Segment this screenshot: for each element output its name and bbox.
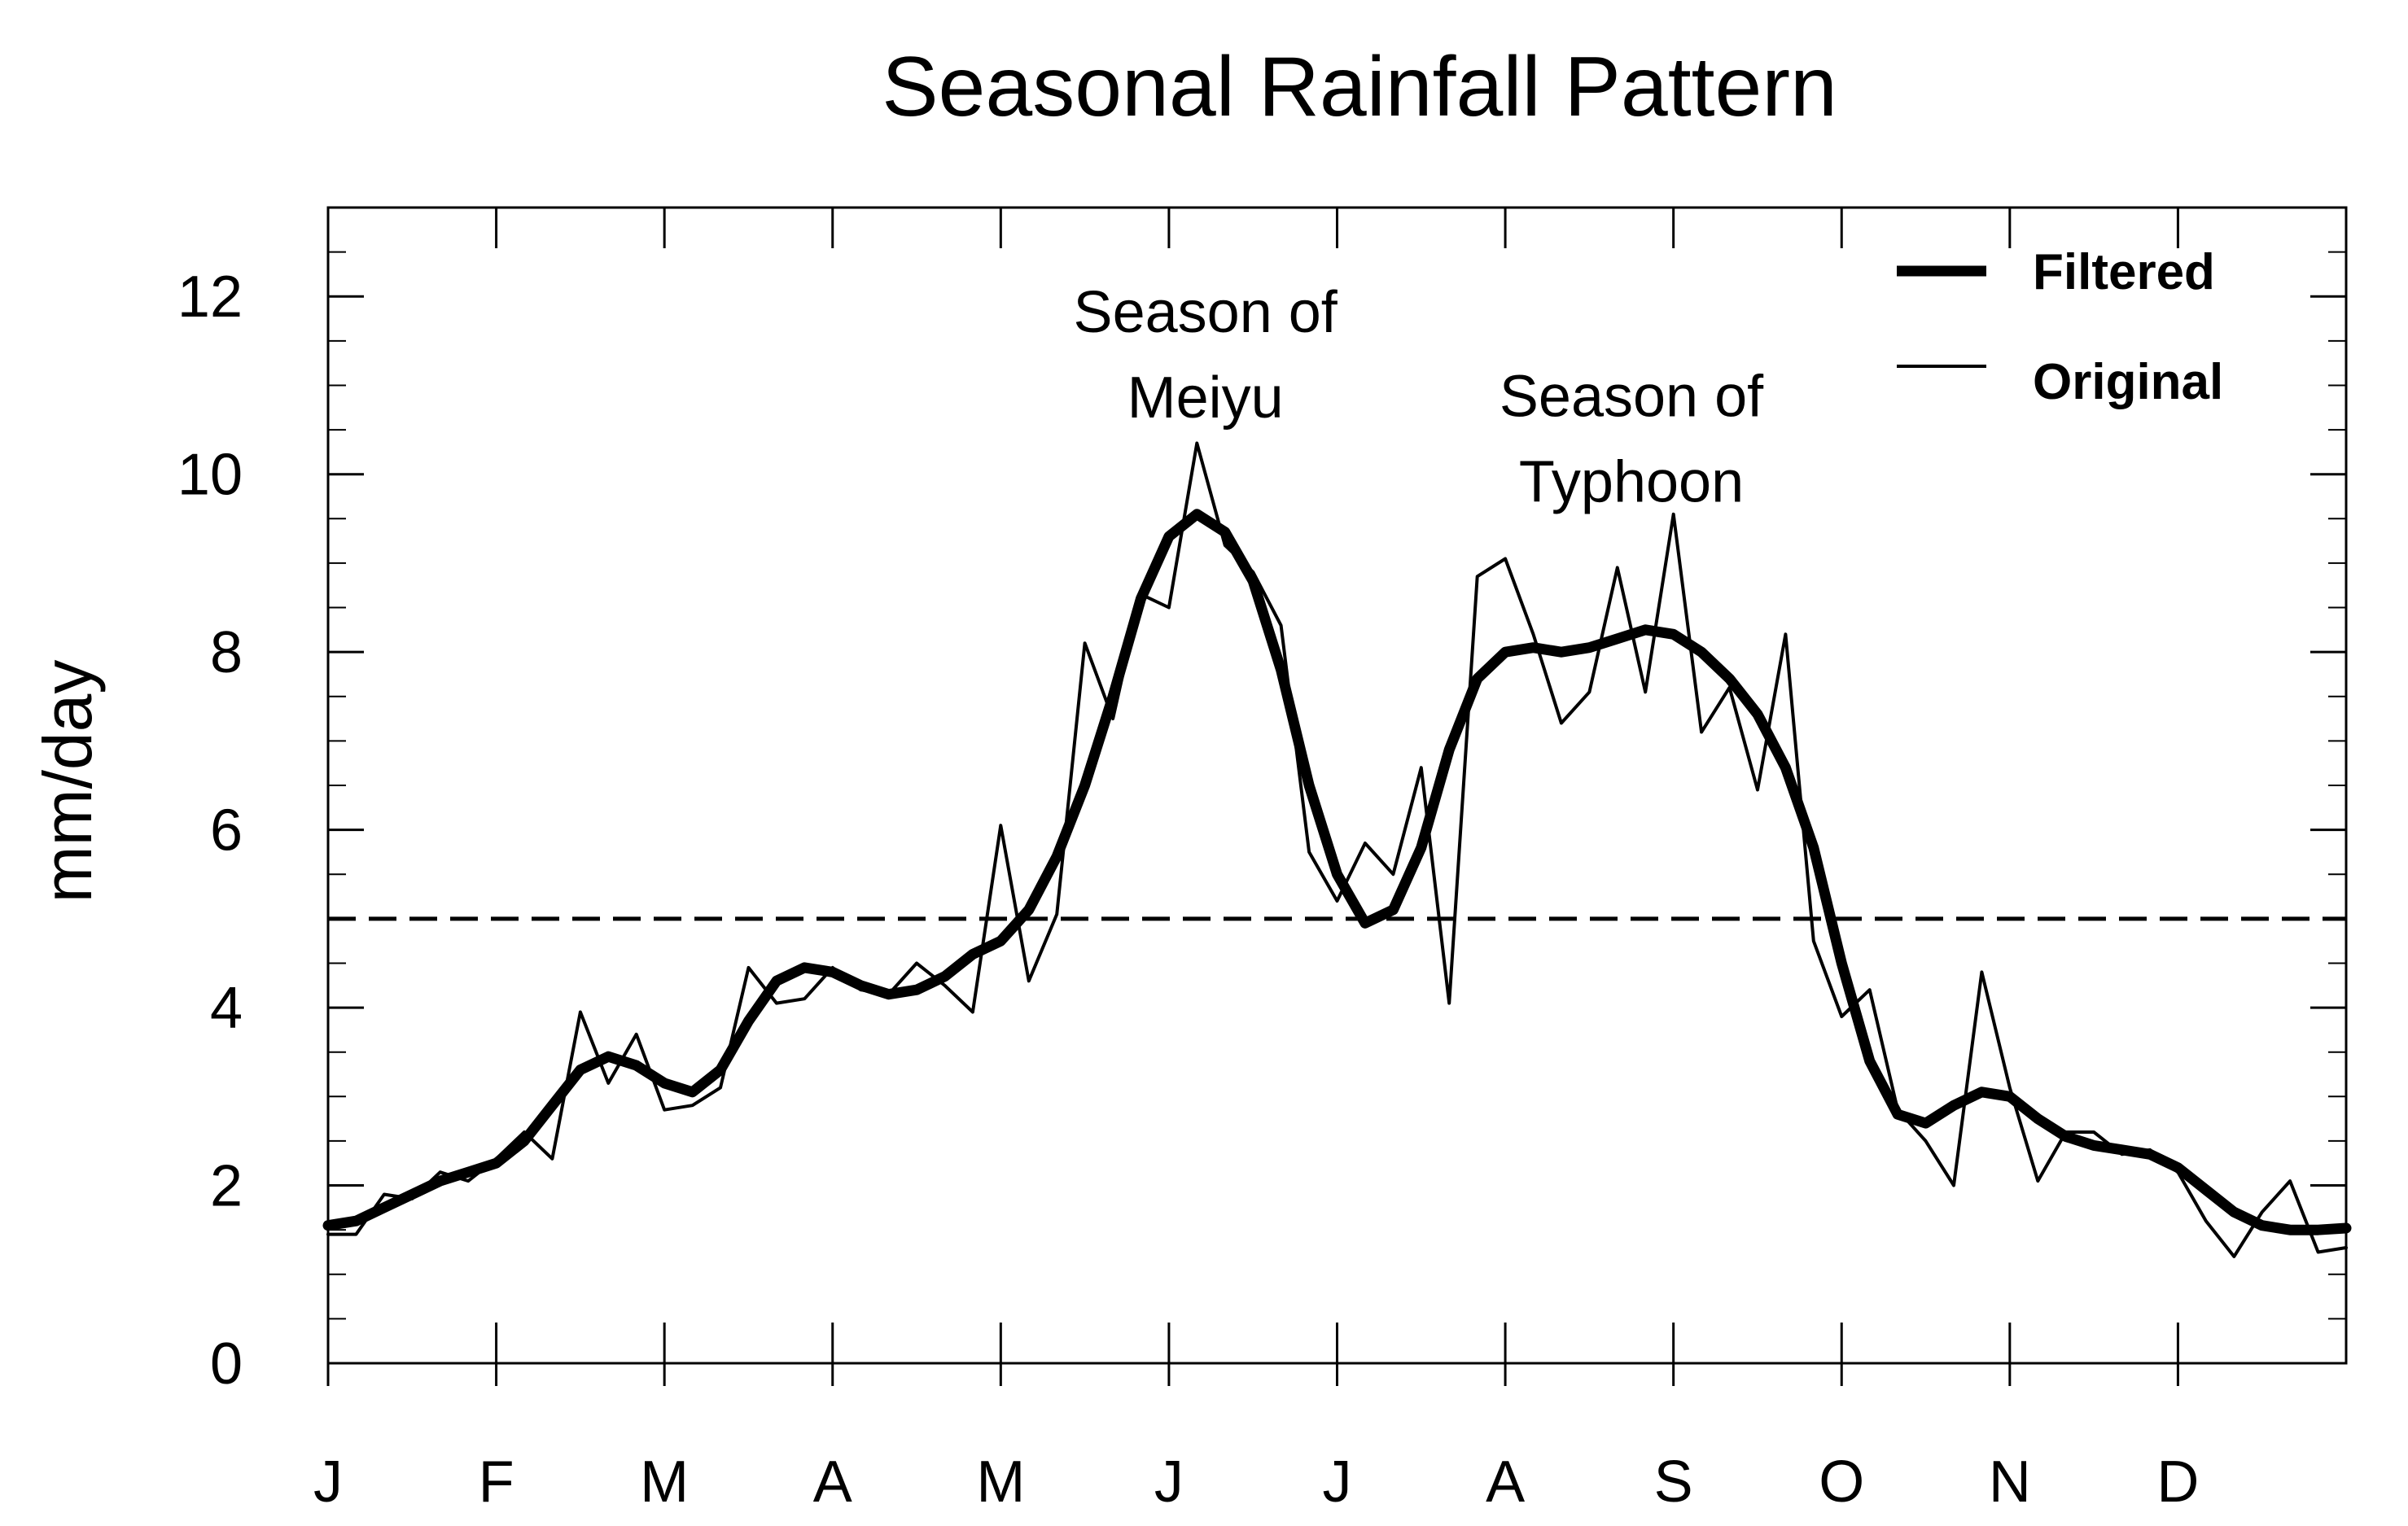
legend-label-original: Original	[2033, 354, 2223, 410]
legend: Filtered Original	[1897, 244, 2223, 410]
x-tick-label: J	[1154, 1449, 1184, 1515]
x-tick-label: M	[976, 1449, 1025, 1515]
x-tick-label: J	[1323, 1449, 1352, 1515]
label-layer: 0 2 4 6 8 10 12 J F M A M J J A S O N D Season of Meiyu Seaso…	[177, 265, 2200, 1515]
y-tick-label: 6	[210, 798, 243, 864]
chart-title: Seasonal Rainfall Pattern	[882, 40, 1837, 134]
series-line-filtered	[322, 509, 2352, 1235]
series-line-original	[326, 441, 2348, 1258]
annotation-text: Season of	[1074, 280, 1338, 345]
y-tick-label: 10	[177, 443, 243, 508]
x-tick-label: M	[640, 1449, 689, 1515]
x-tick-label: F	[479, 1449, 514, 1515]
annotation-text: Season of	[1500, 365, 1764, 430]
plot-frame	[326, 206, 2348, 1365]
series-layer	[322, 441, 2352, 1258]
legend-label-filtered: Filtered	[2033, 244, 2215, 300]
annotation-text: Typhoon	[1519, 450, 1744, 515]
x-tick-label: D	[2156, 1449, 2199, 1515]
x-tick-label: A	[1486, 1449, 1525, 1515]
x-tick-label: J	[313, 1449, 343, 1515]
annotation-text: Meiyu	[1127, 365, 1284, 431]
y-axis-label: mm/day	[29, 660, 106, 903]
x-tick-label: S	[1654, 1449, 1693, 1515]
y-tick-label: 8	[210, 620, 243, 685]
y-tick-label: 2	[210, 1154, 243, 1219]
x-tick-label: O	[1819, 1449, 1864, 1515]
y-tick-label: 4	[210, 976, 243, 1041]
x-tick-label: A	[813, 1449, 852, 1515]
x-tick-label: N	[1989, 1449, 2031, 1515]
y-tick-label: 12	[177, 265, 243, 330]
y-tick-label: 0	[210, 1331, 243, 1397]
